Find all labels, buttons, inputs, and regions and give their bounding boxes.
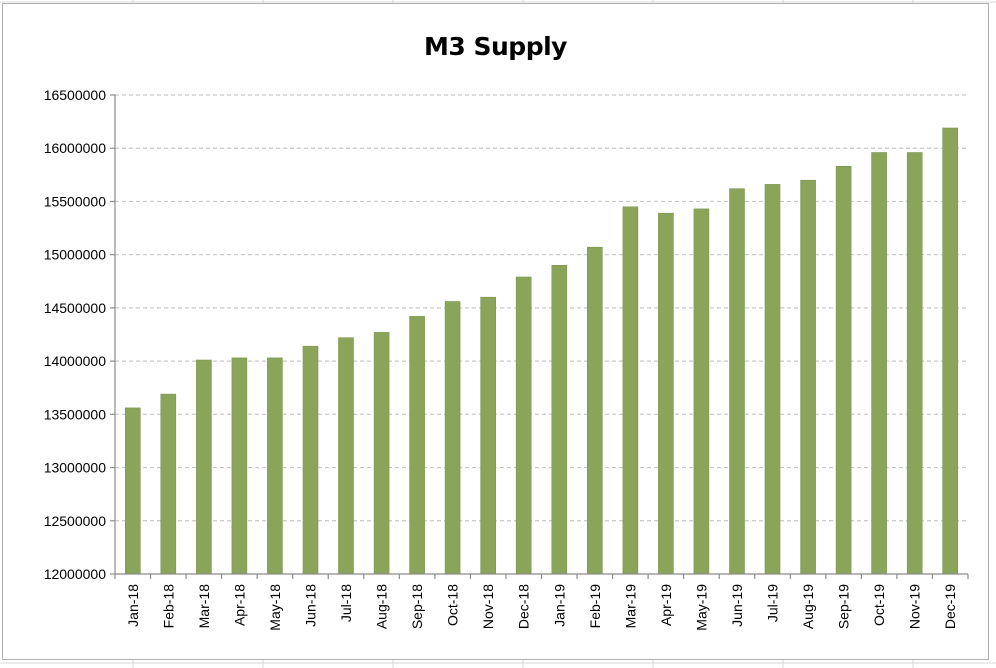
x-tick-label: Nov-18	[480, 584, 496, 629]
bar[interactable]	[764, 184, 781, 575]
y-axis-tick-labels: 12000000 12500000 13000000 13500000 14000000…	[44, 87, 107, 582]
y-tick-label: 15000000	[44, 247, 107, 263]
x-tick-label: May-19	[693, 584, 709, 631]
bar[interactable]	[373, 332, 390, 575]
x-tick-label: Apr-18	[231, 584, 247, 626]
bar[interactable]	[125, 407, 141, 575]
y-tick-label: 12500000	[44, 513, 107, 529]
x-tick-label: Jan-18	[125, 584, 141, 627]
y-tick-label: 15500000	[44, 193, 107, 209]
x-tick-label: Mar-18	[196, 584, 212, 629]
bar[interactable]	[515, 276, 532, 575]
bar[interactable]	[871, 152, 887, 575]
y-tick-label: 14500000	[44, 300, 107, 316]
bar[interactable]	[196, 359, 212, 575]
x-tick-label: Jul-18	[338, 584, 354, 622]
bar[interactable]	[658, 212, 674, 575]
bar[interactable]	[302, 345, 319, 575]
x-tick-label: Feb-19	[587, 584, 603, 629]
x-tick-label: Aug-19	[800, 584, 816, 629]
x-tick-label: Jun-18	[303, 584, 319, 627]
bar[interactable]	[800, 179, 816, 575]
chart-title: M3 Supply	[424, 32, 567, 61]
x-tick-label: Sep-19	[836, 584, 852, 629]
x-tick-label: Jun-19	[729, 584, 745, 627]
bar[interactable]	[551, 264, 568, 575]
x-tick-label: May-18	[267, 584, 283, 631]
bar[interactable]	[586, 246, 603, 575]
bar[interactable]	[622, 206, 639, 575]
bar[interactable]	[409, 316, 425, 575]
x-tick-label: Jan-19	[551, 584, 567, 627]
y-tick-label: 13500000	[44, 406, 107, 422]
bar-series	[125, 127, 959, 575]
y-tick-label: 16500000	[44, 87, 107, 103]
bar[interactable]	[480, 296, 497, 575]
bar[interactable]	[729, 188, 745, 575]
bar[interactable]	[942, 127, 959, 575]
x-tick-label: Mar-19	[622, 584, 638, 629]
gridlines	[115, 94, 968, 522]
y-tick-label: 16000000	[44, 140, 107, 156]
x-tick-label: Dec-18	[516, 584, 532, 629]
x-tick-label: Sep-18	[409, 584, 425, 629]
x-tick-label: Aug-18	[374, 584, 390, 629]
bar[interactable]	[444, 301, 461, 575]
bar[interactable]	[267, 357, 283, 575]
bar[interactable]	[338, 337, 354, 575]
x-tick-label: Jul-19	[765, 584, 781, 622]
bar[interactable]	[835, 166, 852, 575]
y-tick-label: 13000000	[44, 460, 107, 476]
x-tick-label: Apr-19	[658, 584, 674, 626]
bar[interactable]	[693, 208, 710, 575]
x-tick-label: Nov-19	[907, 584, 923, 629]
x-tick-label: Feb-18	[160, 584, 176, 629]
x-tick-label: Oct-19	[871, 584, 887, 626]
x-tick-label: Oct-18	[445, 584, 461, 626]
y-tick-label: 14000000	[44, 353, 107, 369]
y-tick-label: 12000000	[44, 566, 107, 582]
bar[interactable]	[160, 393, 177, 575]
x-axis-tick-labels: Jan-18 Feb-18 Mar-18 Apr-18 May-18 Jun-18 Jul-…	[125, 584, 958, 631]
axes	[110, 94, 969, 579]
bar[interactable]	[906, 152, 923, 575]
bar[interactable]	[231, 357, 248, 575]
x-tick-label: Dec-19	[942, 584, 958, 629]
